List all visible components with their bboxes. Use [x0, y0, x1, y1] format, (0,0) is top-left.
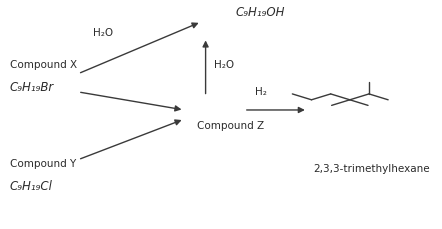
Text: H₂O: H₂O	[214, 60, 234, 70]
Text: Compound Y: Compound Y	[10, 159, 76, 169]
Text: C₉H₁₉Br: C₉H₁₉Br	[10, 81, 54, 94]
Text: H₂: H₂	[255, 87, 267, 97]
Text: C₉H₁₉Cl: C₉H₁₉Cl	[10, 180, 53, 194]
Text: C₉H₁₉OH: C₉H₁₉OH	[236, 6, 285, 19]
Text: H₂O: H₂O	[93, 28, 114, 38]
Text: Compound X: Compound X	[10, 60, 77, 70]
Text: Compound Z: Compound Z	[197, 121, 264, 131]
Text: 2,3,3-trimethylhexane: 2,3,3-trimethylhexane	[313, 164, 430, 174]
